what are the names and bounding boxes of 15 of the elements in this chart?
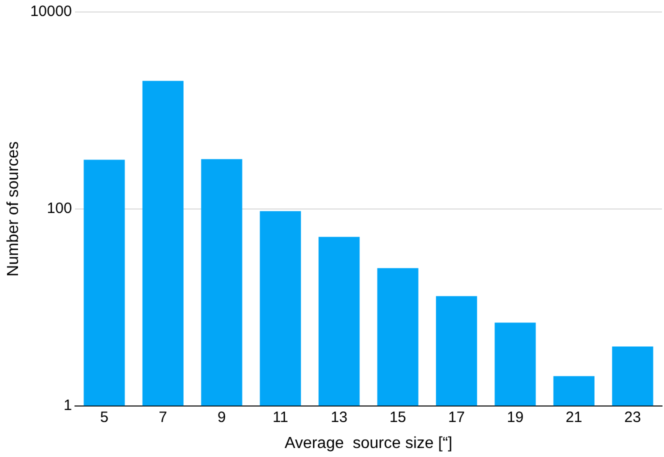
y-tick-label: 1 <box>64 396 72 414</box>
x-axis-title: Average source size [“] <box>284 434 452 452</box>
x-tick-label: 23 <box>624 408 641 426</box>
x-tick-label: 7 <box>158 408 168 426</box>
x-tick-label: 19 <box>506 408 524 426</box>
y-axis-title: Number of sources <box>5 141 22 276</box>
x-tick-label: 13 <box>330 408 348 426</box>
y-tick-label: 10000 <box>30 3 72 20</box>
y-tick-label: 100 <box>46 200 72 218</box>
x-tick-label: 17 <box>448 408 465 426</box>
x-tick-label: 15 <box>389 408 406 426</box>
x-tick-label: 11 <box>272 408 288 426</box>
x-tick-label: 21 <box>566 408 582 426</box>
x-tick-label: 9 <box>218 408 226 426</box>
x-tick-label: 5 <box>100 408 108 426</box>
